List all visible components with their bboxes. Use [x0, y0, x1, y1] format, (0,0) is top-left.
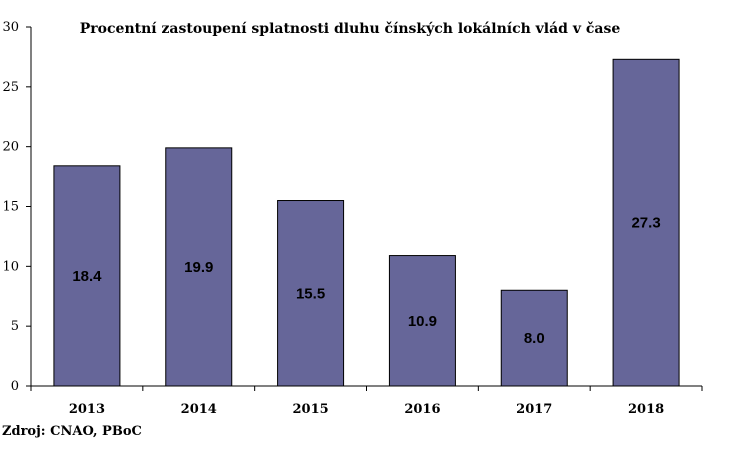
x-tick-label: 2015 [292, 402, 328, 417]
bar-2016 [388, 255, 456, 387]
y-axis: 0 5 10 15 20 25 30 [2, 20, 32, 394]
bars [53, 58, 680, 387]
x-axis: 2013 2014 2015 2016 2017 2018 [30, 385, 703, 417]
x-tick-label: 2017 [516, 402, 552, 417]
y-tick-label: 30 [2, 20, 19, 35]
chart-title: Procentní zastoupení splatnosti dluhu čí… [80, 20, 621, 37]
bar-2017 [500, 289, 568, 387]
bar-2018 [612, 58, 680, 387]
y-tick-label: 0 [11, 379, 19, 394]
bar-2013 [53, 165, 121, 387]
data-label: 8.0 [524, 330, 545, 347]
y-tick-label: 20 [2, 140, 19, 155]
data-label: 27.3 [631, 215, 660, 232]
data-labels: 18.4 19.9 15.5 10.9 8.0 27.3 [72, 215, 660, 347]
y-tick-label: 15 [2, 200, 19, 215]
x-tick-label: 2016 [404, 402, 440, 417]
x-tick-label: 2013 [69, 402, 105, 417]
bar-2014 [165, 147, 233, 387]
bar-chart: Procentní zastoupení splatnosti dluhu čí… [2, 20, 703, 417]
bar-2015 [277, 200, 345, 387]
y-tick-label: 25 [2, 80, 19, 95]
data-label: 10.9 [408, 313, 437, 330]
data-label: 19.9 [184, 259, 213, 276]
y-tick-label: 5 [11, 319, 19, 334]
x-tick-label: 2018 [628, 402, 664, 417]
data-label: 15.5 [296, 285, 325, 302]
x-tick-label: 2014 [181, 402, 217, 417]
data-label: 18.4 [72, 268, 102, 285]
y-tick-label: 10 [2, 259, 19, 274]
source-note: Zdroj: CNAO, PBoC [2, 424, 142, 439]
